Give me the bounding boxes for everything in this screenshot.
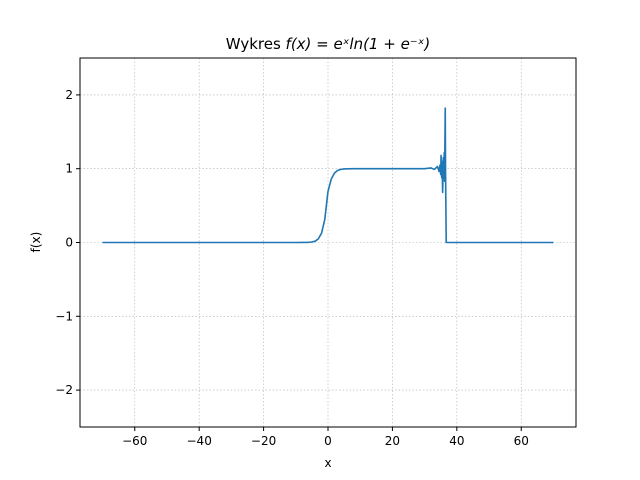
x-tick-label: −40	[187, 434, 212, 448]
x-tick-label: 0	[324, 434, 332, 448]
y-tick-label: −2	[55, 383, 73, 397]
x-tick-label: 40	[449, 434, 464, 448]
y-tick-label: −1	[55, 309, 73, 323]
y-tick-label: 2	[65, 88, 73, 102]
series-layer	[102, 107, 554, 244]
x-tick-label: 60	[514, 434, 529, 448]
x-tick-label: −60	[122, 434, 147, 448]
x-axis-label: x	[324, 456, 331, 470]
chart-title: Wykres f(x) = eˣln(1 + e⁻ˣ)	[226, 35, 430, 53]
x-tick-label: 20	[385, 434, 400, 448]
y-axis-label: f(x)	[29, 232, 43, 253]
axis-ticks: −60 −40 −20 0 20 40 60 −2 −1 0 1 2	[55, 88, 529, 448]
series-line	[102, 107, 554, 244]
y-tick-label: 1	[65, 162, 73, 176]
x-tick-label: −20	[251, 434, 276, 448]
y-tick-label: 0	[65, 236, 73, 250]
